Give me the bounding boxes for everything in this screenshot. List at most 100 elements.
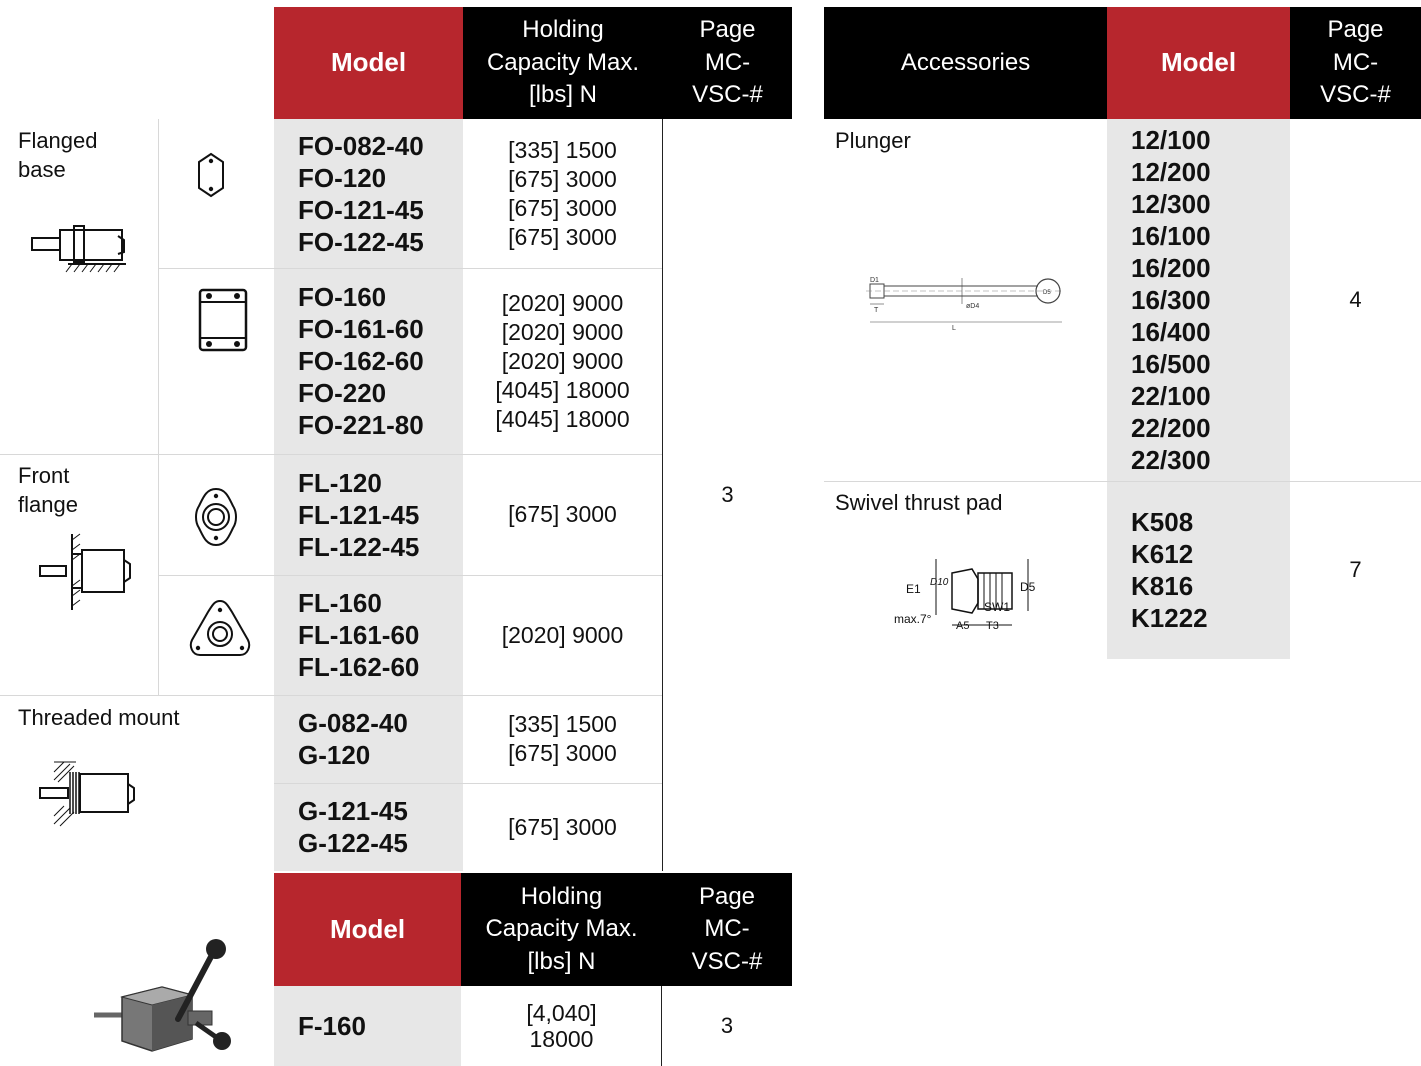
bottom-header-capacity-line3: [lbs] N <box>527 947 596 975</box>
model-name: FL-160 <box>298 588 382 618</box>
header-page-line1: Page <box>699 16 756 44</box>
small-flange-icon <box>198 152 224 198</box>
model-name: FL-122-45 <box>298 531 420 562</box>
model-name: K612 <box>1131 539 1194 569</box>
threaded-mount-icon <box>39 761 135 827</box>
flanged-base-mount-icon <box>31 225 126 273</box>
pad-label-t3: T3 <box>986 620 999 632</box>
capacity-value: [2020] 9000 <box>501 621 624 648</box>
model-name: 16/300 <box>1131 285 1211 315</box>
model-name: FO-220 <box>298 378 387 408</box>
pad-label-max-angle: max.7° <box>894 612 932 626</box>
capacity-cell-row4: [2020] 9000 <box>463 575 662 695</box>
page-number: 7 <box>1349 557 1362 582</box>
row-divider-5 <box>274 783 662 784</box>
bottom-header-model: Model <box>274 873 461 986</box>
plunger-label-d5: D5 <box>1043 290 1051 296</box>
capacity-cell-row6: [675] 3000 <box>463 783 662 871</box>
row-divider-1 <box>158 268 662 269</box>
header-capacity: Holding Capacity Max. [lbs] N <box>463 7 663 119</box>
page-number: 4 <box>1349 287 1362 312</box>
capacity-value: [4,040] <box>526 1000 597 1026</box>
model-name: FO-121-45 <box>298 194 424 225</box>
swivel-thrust-pad-drawing: E1 D10 D5 SW1 max.7° A5 T3 <box>894 559 1036 632</box>
plunger-label-d4: øD4 <box>966 303 979 310</box>
capacity-value: [675] 3000 <box>508 194 617 221</box>
model-name: 16/100 <box>1131 221 1211 251</box>
bottom-model-cell: F-160 <box>274 986 461 1066</box>
bottom-header-capacity: Holding Capacity Max. [lbs] N <box>461 873 662 986</box>
model-name: 22/300 <box>1131 445 1211 475</box>
plunger-label-t: T <box>874 307 879 314</box>
page-number-cell: 3 <box>663 119 792 871</box>
model-name: FO-120 <box>298 162 387 193</box>
model-cell-row6: G-121-45 G-122-45 <box>274 783 463 871</box>
row-divider-3 <box>158 575 662 576</box>
oval-flange-icon <box>195 487 237 547</box>
acc-row-divider <box>824 481 1421 482</box>
model-name: G-082-40 <box>298 708 408 738</box>
capacity-cell-row3: [675] 3000 <box>463 454 662 575</box>
acc-label-swivel-thrust-pad: Swivel thrust pad <box>835 488 1003 517</box>
row-divider-4 <box>0 695 662 696</box>
pad-label-d5: D5 <box>1020 580 1036 594</box>
bottom-header-model-label: Model <box>329 913 406 944</box>
model-name: 22/100 <box>1131 381 1211 411</box>
group-label-line: Flanged <box>18 128 98 153</box>
plunger-label-l: L <box>952 325 956 332</box>
page-number: 3 <box>720 1013 734 1038</box>
acc-header-accessories: Accessories <box>824 7 1107 119</box>
model-name: F-160 <box>298 1011 366 1041</box>
model-name: FO-122-45 <box>298 226 424 257</box>
model-name: G-121-45 <box>298 796 408 826</box>
page-column-divider <box>662 119 663 871</box>
acc-header-page: Page MC- VSC-# <box>1290 7 1421 119</box>
model-cell-row1: FO-082-40 FO-120 FO-121-45 FO-122-45 <box>274 119 463 268</box>
model-name: G-120 <box>298 740 371 770</box>
bottom-header-page-line3: VSC-# <box>691 947 763 975</box>
capacity-value: [675] 3000 <box>508 223 617 250</box>
model-name: 16/500 <box>1131 349 1211 379</box>
rectangular-flange-icon <box>198 288 248 352</box>
capacity-value: [2020] 9000 <box>501 289 624 316</box>
model-name: FL-120 <box>298 467 382 498</box>
header-capacity-line1: Holding <box>522 16 604 44</box>
acc-label-plunger: Plunger <box>835 126 911 155</box>
acc-model-cell-plunger: 12/100 12/200 12/300 16/100 16/200 16/30… <box>1107 124 1290 476</box>
group-label-front-flange: Front flange <box>18 461 78 519</box>
model-name: K816 <box>1131 571 1194 601</box>
model-cell-row2: FO-160 FO-161-60 FO-162-60 FO-220 FO-221… <box>274 268 463 454</box>
capacity-value: [2020] 9000 <box>501 318 624 345</box>
model-name: 16/400 <box>1131 317 1211 347</box>
model-cell-row5: G-082-40 G-120 <box>274 695 463 783</box>
group-label-line: Front <box>18 463 70 488</box>
model-name: FL-161-60 <box>298 620 420 650</box>
capacity-value: [4045] 18000 <box>495 376 630 403</box>
acc-page-cell-plunger: 4 <box>1290 119 1421 481</box>
model-name: 12/300 <box>1131 189 1211 219</box>
bottom-page-divider <box>661 986 662 1066</box>
acc-header-page-line3: VSC-# <box>1320 81 1391 109</box>
bottom-header-capacity-line1: Holding <box>520 882 603 910</box>
icon-column-divider <box>158 119 159 695</box>
model-name: FO-221-80 <box>298 410 424 440</box>
model-name: FL-121-45 <box>298 499 420 530</box>
capacity-value: [675] 3000 <box>508 740 617 766</box>
capacity-value: [4045] 18000 <box>495 405 630 432</box>
header-page: Page MC- VSC-# <box>663 7 792 119</box>
capacity-value: [675] 3000 <box>508 165 617 192</box>
model-name: 16/200 <box>1131 253 1211 283</box>
capacity-cell-row2: [2020] 9000 [2020] 9000 [2020] 9000 [404… <box>463 268 662 454</box>
bottom-header-page-line2: MC- <box>704 915 750 943</box>
model-name: 22/200 <box>1131 413 1211 443</box>
model-name: FO-162-60 <box>298 346 424 376</box>
model-name: G-122-45 <box>298 828 408 858</box>
front-flange-mount-icon <box>39 533 131 610</box>
acc-page-cell-pad: 7 <box>1290 481 1421 659</box>
group-label-threaded-mount: Threaded mount <box>18 703 179 732</box>
pad-label-e1: E1 <box>906 582 921 596</box>
acc-label-text: Swivel thrust pad <box>835 490 1003 515</box>
model-name: FO-160 <box>298 282 387 312</box>
capacity-value: [675] 3000 <box>508 501 617 527</box>
header-capacity-line2: Capacity Max. <box>486 48 640 76</box>
